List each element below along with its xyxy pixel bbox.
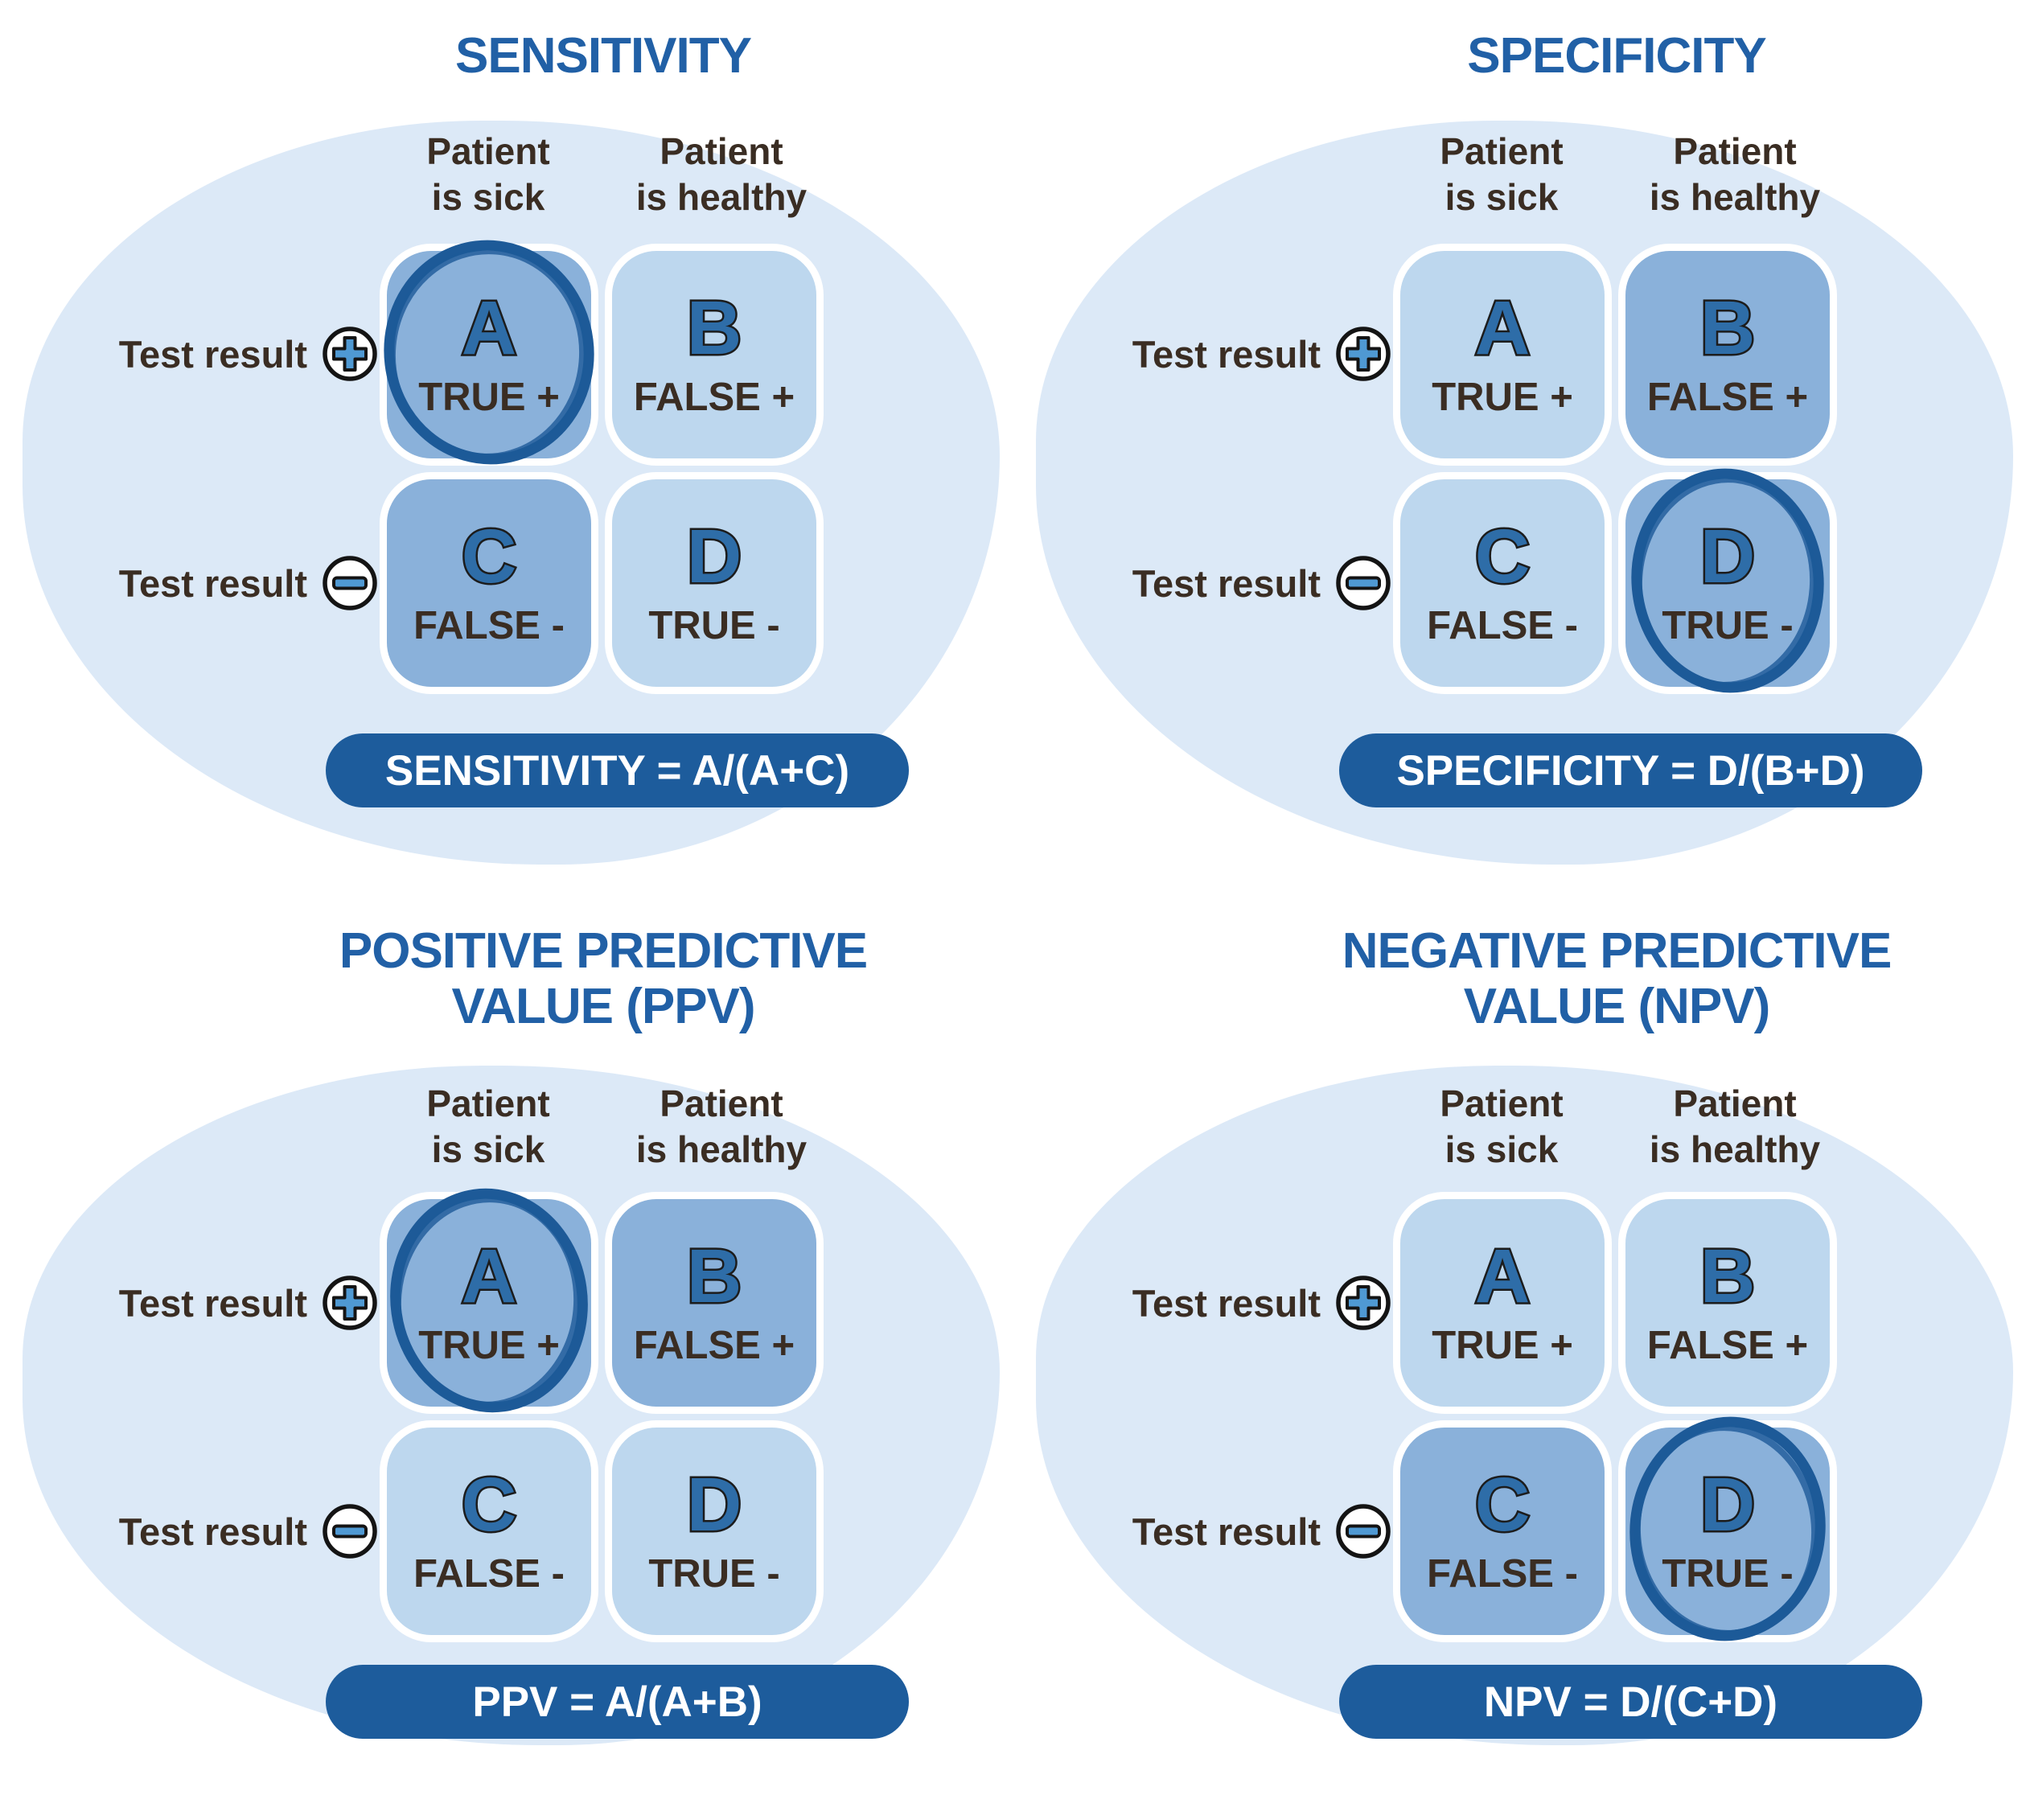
- panel-title-line: NEGATIVE PREDICTIVE: [1342, 923, 1892, 979]
- circle-annotation: [384, 240, 594, 465]
- plus-circle-icon: [1336, 1276, 1391, 1330]
- panel-npv: NEGATIVE PREDICTIVE VALUE (NPV) Patient …: [1013, 910, 2026, 1820]
- cell-b-false-positive: B FALSE +: [1618, 1192, 1837, 1414]
- panel-title: NEGATIVE PREDICTIVE VALUE (NPV): [1206, 923, 2026, 1035]
- cell-b-false-positive: B FALSE +: [605, 244, 824, 466]
- confusion-matrix: A TRUE + B FALSE + C FALSE - D TRUE -: [380, 1188, 830, 1642]
- panel-title: POSITIVE PREDICTIVE VALUE (PPV): [193, 923, 1013, 1035]
- cell-c-false-negative: C FALSE -: [1393, 1420, 1612, 1642]
- panel-title-line: POSITIVE PREDICTIVE: [339, 923, 868, 979]
- column-header-patient-healthy: Patient is healthy: [1649, 130, 1821, 219]
- cell-b-false-positive: B FALSE +: [605, 1192, 824, 1414]
- circle-annotation: [390, 1188, 588, 1413]
- row-label-test-result-positive: Test result: [1046, 323, 1393, 384]
- panel-title-line: SENSITIVITY: [455, 28, 752, 84]
- cell-c-false-negative: C FALSE -: [380, 1420, 598, 1642]
- panel-title-line: VALUE (NPV): [1463, 979, 1771, 1035]
- row-label-test-result-negative: Test result: [1046, 553, 1393, 614]
- plus-circle-icon: [323, 327, 377, 381]
- column-header-patient-healthy: Patient is healthy: [635, 1083, 808, 1171]
- row-label-test-result-negative: Test result: [32, 1501, 380, 1562]
- row-label-test-result-positive: Test result: [32, 1272, 380, 1333]
- minus-circle-icon: [323, 1504, 377, 1559]
- cell-d-true-negative: D TRUE -: [1618, 468, 1837, 694]
- cell-a-true-positive: A TRUE +: [1393, 1192, 1612, 1414]
- circle-annotation: [1631, 468, 1824, 693]
- column-header-patient-sick: Patient is sick: [1440, 1083, 1564, 1171]
- formula-pill: PPV = A/(A+B): [326, 1665, 909, 1739]
- panel-specificity: SPECIFICITY Patient is sick Patient is h…: [1013, 0, 2026, 910]
- formula-pill: NPV = D/(C+D): [1339, 1665, 1922, 1739]
- confusion-matrix: A TRUE + B FALSE + C FALSE - D TRUE -: [1393, 244, 1843, 694]
- minus-circle-icon: [323, 556, 377, 610]
- cell-c-false-negative: C FALSE -: [380, 472, 598, 694]
- cell-c-false-negative: C FALSE -: [1393, 472, 1612, 694]
- circle-annotation: [1629, 1416, 1826, 1641]
- cell-d-true-negative: D TRUE -: [605, 472, 824, 694]
- row-label-test-result-positive: Test result: [1046, 1272, 1393, 1333]
- cell-a-true-positive: A TRUE +: [380, 1188, 598, 1414]
- plus-circle-icon: [1336, 327, 1391, 381]
- panel-title-line: SPECIFICITY: [1467, 28, 1766, 84]
- column-header-patient-sick: Patient is sick: [426, 130, 550, 219]
- formula-pill: SENSITIVITY = A/(A+C): [326, 733, 909, 807]
- formula-pill: SPECIFICITY = D/(B+D): [1339, 733, 1922, 807]
- plus-circle-icon: [323, 1276, 377, 1330]
- panel-title: SPECIFICITY: [1206, 28, 2026, 84]
- column-header-patient-sick: Patient is sick: [426, 1083, 550, 1171]
- column-header-patient-sick: Patient is sick: [1440, 130, 1564, 219]
- minus-circle-icon: [1336, 1504, 1391, 1559]
- column-headers: Patient is sick Patient is healthy: [1385, 129, 1851, 220]
- column-headers: Patient is sick Patient is healthy: [1385, 1081, 1851, 1173]
- cell-d-true-negative: D TRUE -: [605, 1420, 824, 1642]
- row-label-test-result-positive: Test result: [32, 323, 380, 384]
- column-header-patient-healthy: Patient is healthy: [635, 130, 808, 219]
- column-header-patient-healthy: Patient is healthy: [1649, 1083, 1821, 1171]
- row-label-test-result-negative: Test result: [1046, 1501, 1393, 1562]
- cell-d-true-negative: D TRUE -: [1618, 1416, 1837, 1642]
- cell-a-true-positive: A TRUE +: [1393, 244, 1612, 466]
- column-headers: Patient is sick Patient is healthy: [372, 129, 838, 220]
- panel-title: SENSITIVITY: [193, 28, 1013, 84]
- confusion-matrix: A TRUE + B FALSE + C FALSE - D TRUE -: [1393, 1192, 1843, 1642]
- column-headers: Patient is sick Patient is healthy: [372, 1081, 838, 1173]
- cell-a-true-positive: A TRUE +: [380, 240, 598, 466]
- panel-sensitivity: SENSITIVITY Patient is sick Patient is h…: [0, 0, 1013, 910]
- minus-circle-icon: [1336, 556, 1391, 610]
- panel-ppv: POSITIVE PREDICTIVE VALUE (PPV) Patient …: [0, 910, 1013, 1820]
- panel-title-line: VALUE (PPV): [451, 979, 755, 1035]
- row-label-test-result-negative: Test result: [32, 553, 380, 614]
- confusion-matrix: A TRUE + B FALSE + C FALSE - D TRUE -: [380, 240, 830, 694]
- cell-b-false-positive: B FALSE +: [1618, 244, 1837, 466]
